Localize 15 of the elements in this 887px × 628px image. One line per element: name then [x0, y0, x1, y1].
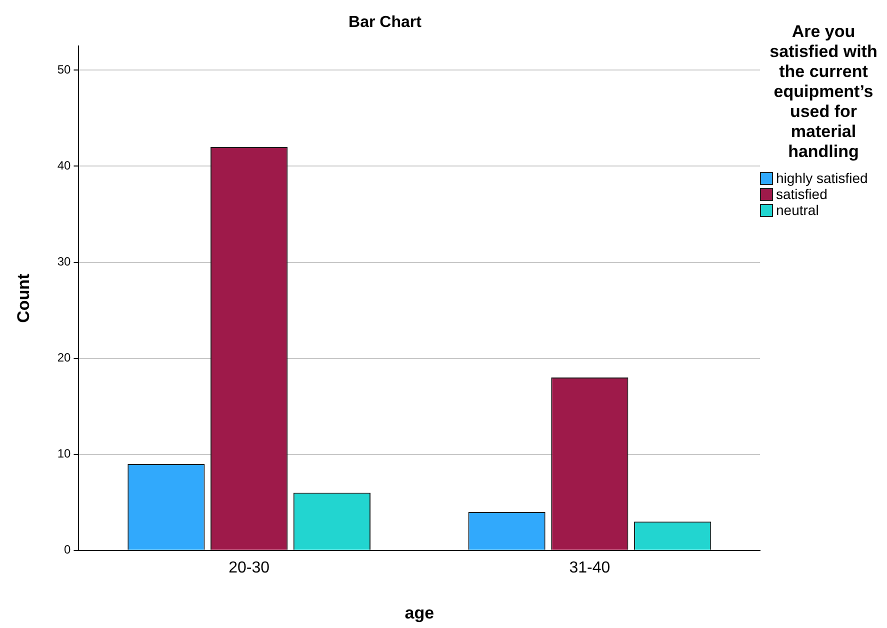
y-tick-label: 50 [57, 62, 72, 77]
legend-label: neutral [776, 202, 819, 218]
legend-title: Are you satisfied with the current equipment’s used for material handling [768, 22, 878, 162]
x-tick-label: 20-30 [228, 559, 270, 576]
y-axis-title: Count [14, 273, 33, 323]
legend-label: satisfied [776, 186, 828, 202]
y-tick-label: 40 [57, 158, 72, 173]
y-tick-label: 20 [57, 350, 72, 365]
y-tick-label: 0 [64, 542, 72, 557]
y-tick-label: 10 [57, 446, 72, 461]
legend-label: highly satisfied [776, 170, 868, 186]
chart-title: Bar Chart [348, 14, 422, 32]
y-tick-label: 30 [57, 254, 72, 269]
x-tick-label: 31-40 [569, 559, 610, 576]
x-axis-title: age [404, 603, 434, 622]
